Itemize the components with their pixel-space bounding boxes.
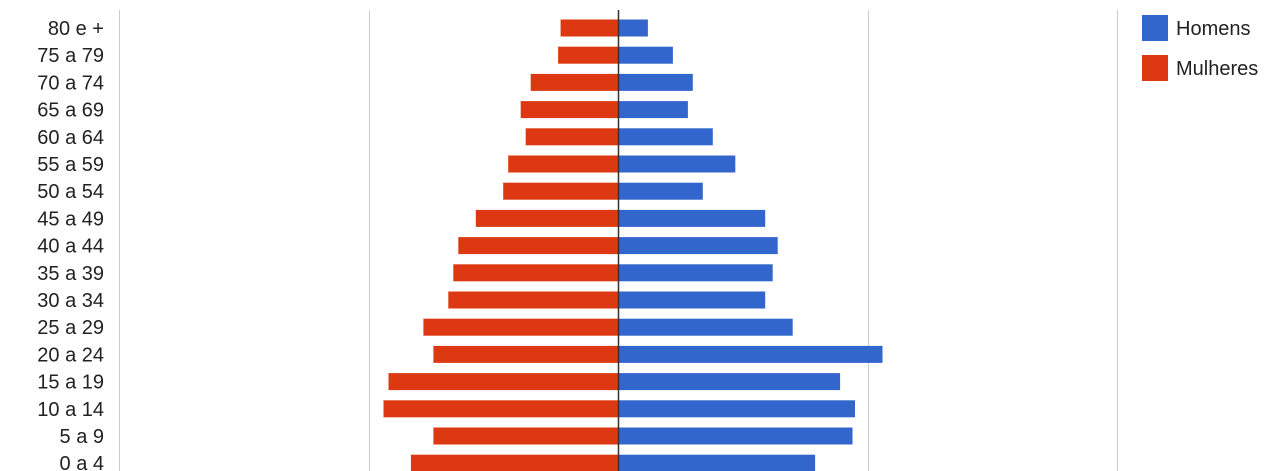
legend-label-homens: Homens: [1176, 18, 1250, 40]
bar-mulheres: [475, 209, 618, 227]
y-tick-label: 75 a 79: [37, 45, 104, 67]
y-tick-label: 55 a 59: [37, 154, 104, 176]
bar-homens: [618, 73, 693, 91]
y-tick-label: 35 a 39: [37, 263, 104, 285]
bar-homens: [618, 46, 673, 64]
bar-mulheres: [410, 454, 618, 471]
y-tick-label: 80 e +: [48, 18, 104, 40]
legend-swatch-mulheres: [1142, 55, 1168, 81]
y-tick-label: 25 a 29: [37, 317, 104, 339]
y-tick-label: 15 a 19: [37, 372, 104, 394]
bar-homens: [618, 101, 688, 119]
bar-mulheres: [453, 264, 618, 282]
bar-homens: [618, 427, 853, 445]
bars: [383, 19, 883, 471]
y-tick-label: 60 a 64: [37, 127, 104, 149]
bar-homens: [618, 155, 736, 173]
bar-mulheres: [388, 373, 618, 391]
bar-mulheres: [520, 101, 618, 119]
bar-homens: [618, 128, 713, 146]
bar-mulheres: [560, 19, 618, 37]
bar-mulheres: [423, 318, 618, 336]
bar-mulheres: [383, 400, 618, 418]
bar-mulheres: [558, 46, 618, 64]
y-tick-label: 45 a 49: [37, 208, 104, 230]
y-tick-label: 40 a 44: [37, 236, 104, 258]
y-tick-label: 0 a 4: [60, 453, 104, 471]
y-tick-label: 50 a 54: [37, 181, 104, 203]
bar-homens: [618, 182, 703, 200]
bar-mulheres: [458, 237, 618, 255]
bar-homens: [618, 264, 773, 282]
bar-mulheres: [433, 427, 618, 445]
bar-homens: [618, 345, 883, 363]
y-tick-label: 5 a 9: [60, 426, 104, 448]
bar-mulheres: [508, 155, 618, 173]
bar-mulheres: [433, 345, 618, 363]
bar-mulheres: [530, 73, 618, 91]
y-axis-labels: 80 e + 75 a 79 70 a 74 65 a 69 60 a 64 55 a 5…: [37, 18, 104, 471]
y-tick-label: 20 a 24: [37, 344, 104, 366]
bar-homens: [618, 209, 766, 227]
y-tick-label: 30 a 34: [37, 290, 104, 312]
bar-mulheres: [503, 182, 618, 200]
bar-homens: [618, 400, 855, 418]
bar-homens: [618, 454, 816, 471]
bar-homens: [618, 237, 778, 255]
legend-label-mulheres: Mulheres: [1176, 58, 1258, 80]
legend-swatch-homens: [1142, 15, 1168, 41]
y-tick-label: 65 a 69: [37, 100, 104, 122]
legend: Homens Mulheres: [1142, 15, 1258, 81]
bar-homens: [618, 373, 841, 391]
bar-homens: [618, 291, 766, 309]
bar-homens: [618, 19, 648, 37]
bar-mulheres: [525, 128, 618, 146]
bar-mulheres: [448, 291, 618, 309]
gridlines: [119, 10, 1118, 471]
y-tick-label: 70 a 74: [37, 72, 104, 94]
y-tick-label: 10 a 14: [37, 399, 104, 421]
bar-homens: [618, 318, 793, 336]
